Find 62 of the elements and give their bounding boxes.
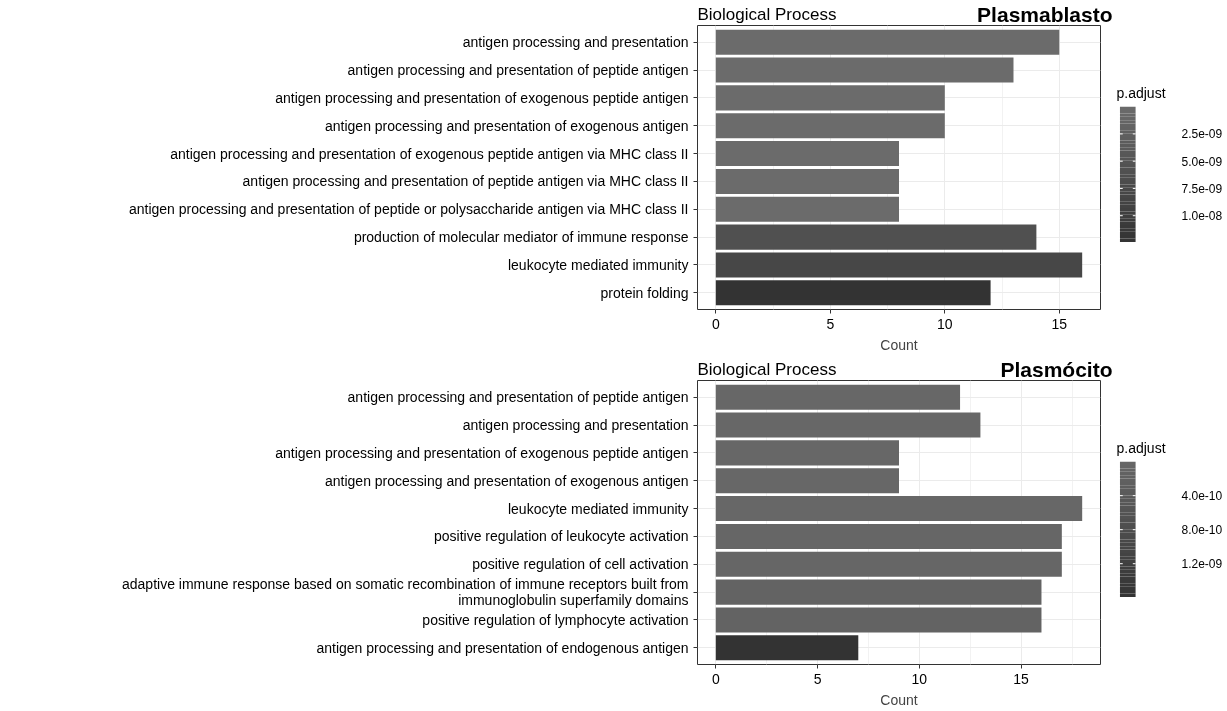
bar: [715, 85, 945, 111]
color-bar-label: 2.5e-09: [1181, 127, 1223, 142]
y-tick-label: antigen processing and presentation of exogenous peptide antigen: [275, 89, 689, 106]
y-tick-label: antigen processing and presentation of peptide or polysaccharide antigen via MHC class II: [128, 201, 689, 218]
color-bar-label: 5.0e-09: [1181, 154, 1223, 169]
bar: [715, 579, 1042, 605]
color-bar-title: p.adjust: [1116, 439, 1166, 456]
bar: [715, 468, 899, 494]
y-tick-label: antigen processing and presentation of peptide antigen: [347, 389, 689, 406]
bar: [715, 252, 1083, 278]
bar: [715, 280, 991, 306]
y-tick-label: production of molecular mediator of immune response: [353, 229, 689, 246]
bar: [715, 440, 899, 466]
bar: [715, 496, 1083, 522]
color-bar-label: 7.5e-09: [1181, 181, 1223, 196]
bar: [715, 113, 945, 139]
y-tick-label: protein folding: [600, 284, 689, 301]
x-tick-label: 0: [711, 315, 720, 332]
bar: [715, 607, 1042, 633]
color-bar-label: 1.0e-08: [1181, 209, 1223, 224]
color-bar-label: 8.0e-10: [1181, 523, 1223, 538]
y-tick-label: antigen processing and presentation of endogenous antigen: [316, 639, 689, 656]
x-tick-label: 15: [1013, 670, 1030, 687]
bar: [715, 384, 961, 410]
bar: [715, 224, 1037, 250]
y-tick-label: leukocyte mediated immunity: [507, 500, 689, 517]
x-tick-label: 15: [1051, 315, 1068, 332]
chart-title: Biological Process: [697, 4, 837, 24]
x-tick-label: 0: [711, 670, 720, 687]
color-bar-title: p.adjust: [1116, 84, 1166, 101]
x-tick-label: 10: [937, 315, 953, 332]
bar: [715, 57, 1014, 83]
bar: [715, 635, 859, 661]
y-tick-label: antigen processing and presentation of exogenous antigen: [325, 472, 689, 489]
color-bar-label: 1.2e-09: [1181, 557, 1223, 572]
x-tick-label: 5: [826, 315, 835, 332]
bar: [715, 551, 1062, 577]
y-tick-label: positive regulation of leukocyte activation: [434, 528, 689, 545]
bar: [715, 141, 899, 167]
y-tick-label: antigen processing and presentation of peptide antigen: [347, 62, 689, 79]
chart-subtitle: Plasmablasto: [977, 2, 1113, 26]
x-axis-title: Count: [880, 691, 918, 708]
bar: [715, 168, 899, 194]
y-tick-label: antigen processing and presentation of exogenous antigen: [325, 117, 689, 134]
y-tick-label: antigen processing and presentation: [462, 34, 689, 51]
color-bar-label: 4.0e-10: [1181, 489, 1223, 504]
y-tick-label: leukocyte mediated immunity: [507, 256, 689, 273]
y-tick-label: antigen processing and presentation of exogenous peptide antigen: [275, 444, 689, 461]
bar: [715, 523, 1062, 549]
chart-title: Biological Process: [697, 359, 837, 379]
x-axis-title: Count: [880, 336, 918, 353]
x-tick-label: 5: [813, 670, 822, 687]
y-tick-label: positive regulation of cell activation: [472, 556, 689, 573]
y-tick-label: antigen processing and presentation of exogenous peptide antigen via MHC class II: [170, 145, 689, 162]
y-tick-label: positive regulation of lymphocyte activation: [422, 611, 689, 628]
bar: [715, 29, 1060, 55]
y-tick-label: antigen processing and presentation of peptide antigen via MHC class II: [242, 173, 689, 190]
chart-subtitle: Plasmócito: [1000, 357, 1113, 381]
bar: [715, 412, 981, 438]
x-tick-label: 10: [911, 670, 928, 687]
y-tick-label: antigen processing and presentation: [462, 417, 689, 434]
bar: [715, 196, 899, 222]
